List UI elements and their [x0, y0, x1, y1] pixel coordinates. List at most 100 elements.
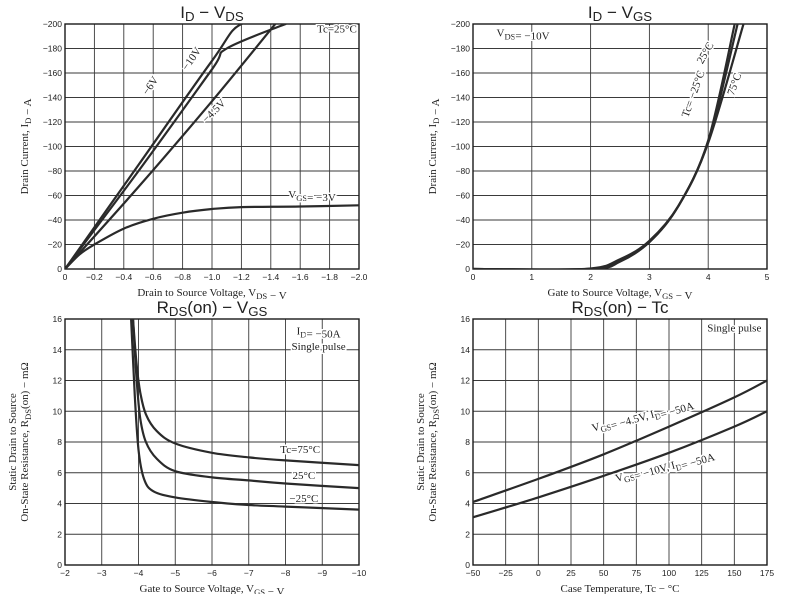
annotation-label: −10V — [180, 45, 204, 73]
y-tick-label: 2 — [57, 529, 62, 539]
annotation-label: 25°C — [695, 40, 717, 66]
x-tick-label: −0.2 — [86, 272, 103, 282]
x-tick-label: −1.6 — [292, 272, 309, 282]
y-axis-label: Drain Current, ID − A — [19, 99, 34, 195]
x-tick-label: −1.0 — [204, 272, 221, 282]
annotation-label: Single pulse — [707, 322, 761, 334]
annotation-label: Tc= −25°C — [680, 69, 708, 119]
x-tick-label: −50 — [466, 568, 481, 578]
y-tick-label: −80 — [48, 166, 63, 176]
y-tick-label: −180 — [451, 44, 470, 54]
x-axis-label: Drain to Source Voltage, VDS − V — [137, 287, 286, 302]
series-line--6v — [65, 24, 287, 269]
chart-c2: 0 1 2 3 4 5 0 −20 −40 −60 −80 −100 −120 −140 −160 −180 −… — [427, 3, 770, 302]
annotation-label: VGS= −4.5V, ID= −50A — [591, 394, 696, 440]
plot-frame — [472, 318, 768, 566]
y-tick-label: 8 — [57, 437, 62, 447]
chart-c4: −50 −25 0 25 50 75 100 125 150 175 0 2 4 6 8 10 12 14 16 RD… — [415, 298, 774, 594]
x-tick-label: 5 — [765, 272, 770, 282]
series-line-v-gs-10v-i-d-50a — [473, 410, 767, 519]
y-axis-label-line2: On-State Resistance, RDS(on) − mΩ — [19, 362, 33, 521]
annotation-label: ID= −50A — [297, 325, 341, 340]
annotation-label: Tc=75°C — [280, 444, 320, 456]
y-axis-label-line1: Static Drain to Source — [415, 393, 427, 491]
annotation-label: Single pulse — [292, 341, 346, 353]
x-tick-label: 25 — [566, 568, 576, 578]
y-tick-label: −60 — [48, 191, 63, 201]
x-tick-label: −25 — [498, 568, 513, 578]
chart-c1: 0 −0.2 −0.4 −0.6 −0.8 −1.0 −1.2 −1.4 −1.6 −1.8 −2.… — [19, 3, 368, 302]
y-tick-label: 0 — [57, 264, 62, 274]
y-tick-label: −140 — [451, 93, 470, 103]
y-tick-label: 0 — [57, 560, 62, 570]
x-tick-label: 125 — [695, 568, 709, 578]
chart-c3: −2 −3 −4 −5 −6 −7 −8 −9 −10 0 2 4 6 8 10 12 14 16 RDS(on) … — [7, 298, 366, 594]
x-tick-label: −4 — [134, 568, 144, 578]
x-tick-label: 100 — [662, 568, 676, 578]
chart-title: ID − VGS — [588, 3, 652, 24]
x-tick-label: −0.4 — [115, 272, 132, 282]
y-tick-label: 10 — [53, 406, 63, 416]
y-tick-label: −60 — [456, 191, 471, 201]
y-tick-label: 2 — [465, 529, 470, 539]
x-axis-label: Gate to Source Voltage, VGS − V — [548, 287, 693, 302]
y-tick-label: −100 — [451, 142, 470, 152]
x-tick-label: −2 — [60, 568, 70, 578]
x-tick-label: −2.0 — [351, 272, 368, 282]
x-tick-label: −8 — [281, 568, 291, 578]
y-tick-label: −180 — [43, 44, 62, 54]
x-tick-label: 4 — [706, 272, 711, 282]
y-tick-label: −20 — [48, 240, 63, 250]
series-line--10v — [65, 24, 287, 269]
plot-frame — [64, 318, 360, 566]
y-tick-label: −160 — [43, 68, 62, 78]
y-tick-label: 8 — [465, 437, 470, 447]
chart-title: ID − VDS — [180, 3, 244, 24]
y-tick-label: 6 — [57, 468, 62, 478]
x-tick-label: −1.4 — [262, 272, 279, 282]
annotation-label: −6V — [140, 74, 161, 97]
y-tick-label: −120 — [451, 117, 470, 127]
chart-title: RDS(on) − Tc — [571, 298, 669, 319]
series-line-25-c — [131, 319, 359, 490]
y-tick-label: −40 — [48, 215, 63, 225]
annotation-label: Tc=25°C — [317, 24, 357, 36]
x-tick-label: 1 — [529, 272, 534, 282]
x-tick-label: −6 — [207, 568, 217, 578]
y-tick-label: 0 — [465, 560, 470, 570]
x-tick-label: 0 — [471, 272, 476, 282]
y-tick-label: 14 — [461, 345, 471, 355]
x-tick-label: 150 — [727, 568, 741, 578]
y-tick-label: 4 — [57, 499, 62, 509]
x-tick-label: −9 — [317, 568, 327, 578]
annotation-label: VDS= −10V — [496, 27, 549, 42]
plot-frame — [64, 23, 360, 270]
y-tick-label: −100 — [43, 142, 62, 152]
y-axis-label-line2: On-State Resistance, RDS(on) − mΩ — [427, 362, 441, 521]
y-tick-label: −140 — [43, 93, 62, 103]
x-tick-label: 50 — [599, 568, 609, 578]
y-tick-label: 4 — [465, 499, 470, 509]
y-axis-label: Drain Current, ID − A — [427, 99, 442, 195]
x-axis-label: Case Temperature, Tc − °C — [561, 583, 680, 594]
y-tick-label: 12 — [53, 376, 63, 386]
x-tick-label: −1.2 — [233, 272, 250, 282]
y-tick-label: −200 — [43, 19, 62, 29]
y-tick-label: 16 — [461, 314, 471, 324]
y-tick-label: 12 — [461, 376, 471, 386]
x-tick-label: 175 — [760, 568, 774, 578]
plot-frame — [472, 23, 768, 270]
annotation-label: 25°C — [293, 470, 316, 482]
series-line--4-5v — [65, 24, 277, 269]
x-tick-label: 75 — [632, 568, 642, 578]
x-tick-label: −1.8 — [321, 272, 338, 282]
x-tick-label: 0 — [63, 272, 68, 282]
series-line-tc-75-c — [131, 319, 359, 467]
x-axis-label: Gate to Source Voltage, VGS − V — [140, 583, 285, 594]
y-tick-label: −20 — [456, 240, 471, 250]
y-tick-label: 16 — [53, 314, 63, 324]
x-tick-label: −10 — [352, 568, 367, 578]
x-tick-label: 3 — [647, 272, 652, 282]
y-axis-label-line1: Static Drain to Source — [7, 393, 19, 491]
